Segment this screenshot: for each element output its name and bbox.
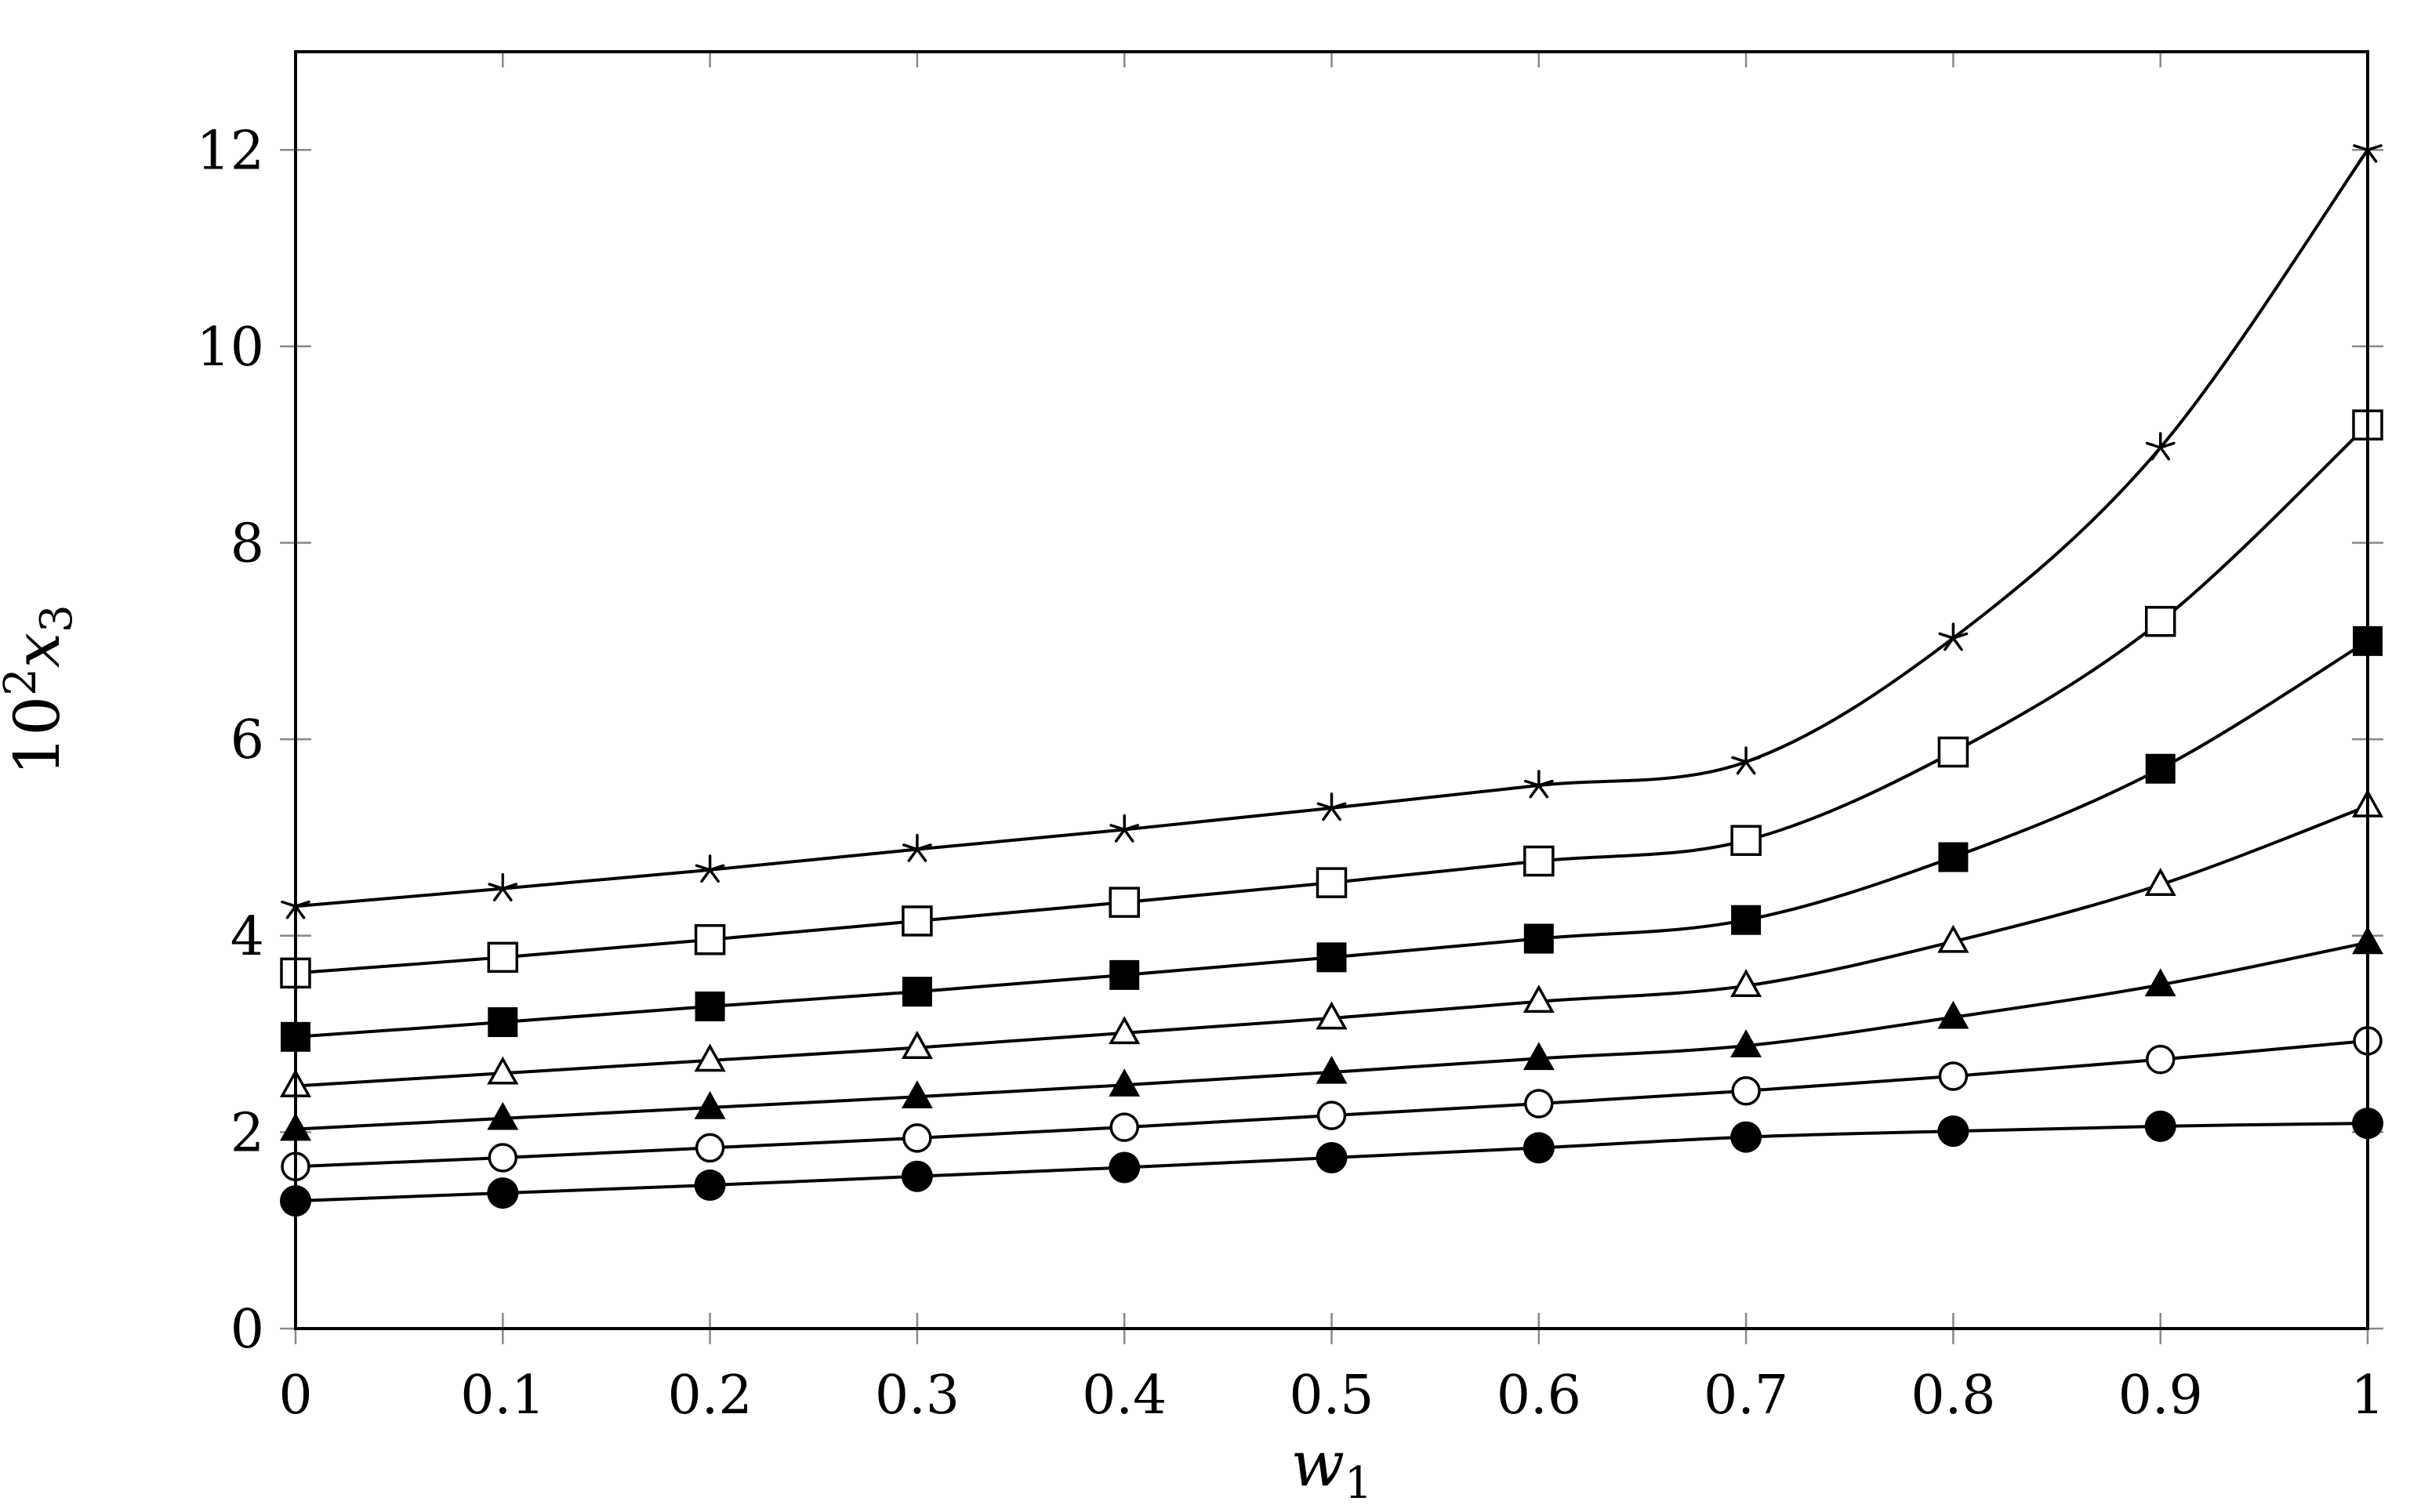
data-point-circle-open [902, 1123, 932, 1153]
x-tick-label: 0.3 [875, 1365, 960, 1427]
data-point-triangle-open [1316, 1001, 1348, 1030]
data-point-triangle-filled [1937, 1000, 1969, 1029]
data-point-star [695, 854, 725, 883]
data-point-square-open [902, 905, 933, 937]
series-markers-square-filled [281, 625, 2383, 1052]
data-point-star [1731, 746, 1761, 775]
data-point-star [1523, 770, 1554, 799]
data-point-triangle-open [2144, 868, 2176, 896]
data-point-triangle-filled [901, 1080, 933, 1108]
data-point-triangle-filled [1316, 1055, 1348, 1084]
data-point-triangle-filled [487, 1101, 519, 1130]
data-point-circle-filled [1109, 1151, 1141, 1184]
x-tick-label: 0.1 [460, 1365, 545, 1427]
y-axis-title-prefix: 10 [1, 696, 74, 776]
y-tick-label: 0 [230, 1299, 264, 1361]
data-point-circle-filled [487, 1177, 519, 1209]
data-point-triangle-filled [2144, 968, 2176, 997]
data-point-square-open [1109, 887, 1140, 918]
data-point-triangle-open [1109, 1016, 1141, 1045]
data-point-square-open [694, 924, 726, 955]
y-tick-label: 10 [196, 317, 264, 379]
data-point-triangle-filled [1109, 1068, 1141, 1097]
x-tick-label: 0.8 [1911, 1365, 1995, 1427]
data-point-star [902, 833, 932, 862]
data-point-circle-filled [1730, 1121, 1762, 1153]
y-tick-label: 6 [230, 709, 264, 771]
data-point-square-filled [1109, 959, 1140, 990]
data-point-triangle-open [1523, 984, 1555, 1013]
data-point-triangle-filled [1523, 1042, 1555, 1071]
data-point-triangle-open [487, 1056, 519, 1085]
x-tick-label: 0.5 [1289, 1365, 1374, 1427]
data-point-square-open [487, 941, 519, 974]
y-tick-label: 8 [230, 513, 264, 575]
x-axis-title: w1 [1290, 1427, 1372, 1509]
data-point-square-open [1937, 736, 1969, 768]
data-point-circle-filled [2144, 1110, 2176, 1142]
data-point-square-filled [1316, 942, 1347, 973]
data-point-triangle-filled [1730, 1029, 1762, 1057]
data-point-circle-open [1731, 1076, 1761, 1106]
data-point-circle-open [1316, 1100, 1347, 1130]
y-axis-title: 102x3 [0, 604, 82, 775]
series-markers-circle-open [281, 1026, 2383, 1181]
y-tick-label: 2 [230, 1102, 264, 1164]
series-line-star [295, 149, 2369, 908]
data-point-triangle-filled [694, 1091, 726, 1119]
data-point-triangle-open [1937, 924, 1969, 953]
data-point-square-filled [2145, 753, 2176, 784]
y-axis-title-superscript: 2 [0, 668, 46, 696]
x-tick-label: 0.4 [1082, 1365, 1167, 1427]
x-tick-label: 0.2 [668, 1365, 753, 1427]
data-point-circle-open [488, 1143, 518, 1173]
data-point-star [1316, 792, 1347, 821]
data-point-circle-filled [901, 1160, 933, 1192]
data-point-star [1109, 814, 1140, 843]
data-point-circle-open [2145, 1044, 2176, 1075]
y-axis-title-subscript: 3 [31, 604, 82, 633]
series-markers [279, 134, 2384, 1217]
y-axis-title-base: x [1, 633, 74, 668]
data-point-square-filled [488, 1007, 518, 1038]
data-point-square-filled [902, 977, 932, 1007]
data-point-square-open [1316, 867, 1348, 898]
data-point-star [488, 872, 518, 901]
x-axis-title-base: w [1290, 1427, 1344, 1500]
series-markers-triangle-open [279, 789, 2384, 1097]
data-point-circle-open [1524, 1089, 1554, 1119]
data-point-circle-open [695, 1133, 725, 1163]
data-point-triangle-open [694, 1043, 726, 1072]
data-point-square-open [1523, 845, 1555, 877]
y-tick-label: 12 [196, 120, 264, 182]
data-point-triangle-open [1730, 969, 1762, 998]
data-point-star [1938, 622, 1969, 651]
x-axis-title-subscript: 1 [1345, 1458, 1373, 1509]
data-point-circle-open [1109, 1112, 1139, 1142]
x-tick-label: 0.7 [1704, 1365, 1788, 1427]
data-point-triangle-open [901, 1031, 933, 1059]
data-point-square-filled [695, 991, 725, 1021]
y-tick-label: 4 [230, 906, 264, 968]
data-point-circle-filled [694, 1169, 726, 1202]
data-point-circle-filled [1316, 1141, 1348, 1173]
x-tick-label: 1 [2350, 1365, 2384, 1427]
data-point-square-filled [1938, 842, 1969, 872]
series-markers-square-open [280, 409, 2383, 989]
data-point-square-open [1730, 825, 1762, 856]
x-tick-label: 0.9 [2118, 1365, 2203, 1427]
data-point-square-filled [1731, 905, 1762, 935]
data-point-star [2145, 432, 2176, 461]
data-point-square-open [2144, 606, 2176, 637]
x-tick-label: 0 [278, 1365, 312, 1427]
data-point-circle-open [1938, 1061, 1969, 1091]
data-point-square-filled [1523, 923, 1554, 954]
data-point-circle-filled [1937, 1115, 1969, 1148]
data-point-circle-filled [1523, 1132, 1555, 1164]
x-tick-label: 0.6 [1497, 1365, 1581, 1427]
plot-frame [294, 50, 2369, 1330]
